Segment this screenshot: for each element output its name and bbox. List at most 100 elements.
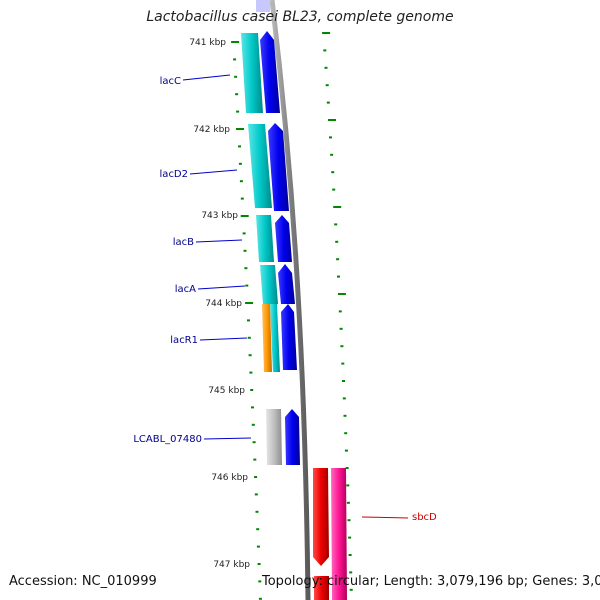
tick-mark [341,362,345,365]
tick-mark [343,414,347,417]
gene-label-lacD2[interactable]: lacD2 [160,169,188,180]
cog-feature-lacB [256,215,274,262]
tick-mark [322,32,331,34]
tick-mark [233,58,237,61]
tick-mark [258,597,262,600]
tick-mark [236,128,244,130]
gene-label-leader [189,169,238,175]
tick-mark [240,215,249,217]
cog-feature-sbcD [331,468,347,600]
tick-mark [346,484,350,487]
tick-mark [340,345,344,348]
tick-mark [239,180,243,183]
accession-label: Accession: NC_010999 [9,574,157,589]
cds-forward-track [260,31,300,465]
tick-mark [325,84,329,87]
gene-label-leader [199,337,248,341]
tick-mark [335,240,339,243]
tick-mark [251,423,255,426]
tick-mark [253,458,257,461]
tick-mark [347,519,351,522]
tick-mark [323,49,327,52]
tick-label: 746 kbp [211,473,248,483]
tick-mark [334,223,338,226]
genome-backbone [269,0,311,600]
cog-ring [241,33,347,600]
tick-mark [349,571,353,574]
tick-mark [342,380,345,382]
tick-mark [328,119,336,121]
cog-feature-lacR1 [262,304,272,372]
tick-mark [329,136,332,139]
cog-feature-lacA [260,265,278,304]
tick-mark [254,476,258,478]
gene-label-LCABL_07480[interactable]: LCABL_07480 [133,434,202,445]
tick-mark [344,432,348,435]
tick-mark [238,162,242,165]
gene-label-leader [197,285,246,290]
cds-arrow-lacA [278,264,295,304]
cds-reverse-track [313,468,329,600]
tick-mark [348,554,352,556]
tick-mark [254,493,258,496]
gene-label-lacR1[interactable]: lacR1 [170,335,198,346]
gene-label-leader [195,239,243,243]
cog-feature-lacD2 [248,124,272,208]
tick-label: 742 kbp [193,125,230,135]
tick-mark [236,110,240,113]
tick-mark [332,188,336,191]
cds-arrow-partial [256,0,270,12]
tick-mark [344,449,348,452]
topology-label: Topology: circular; Length: 3,079,196 bp… [262,574,600,589]
cds-arrow-sbcD-next [314,576,329,600]
tick-mark [248,354,252,357]
gene-label-lacA[interactable]: lacA [175,284,196,295]
tick-mark [247,319,250,322]
gene-label-leader [182,74,231,81]
cog-feature-LCABL_07480 [266,409,282,465]
gene-label-lacC[interactable]: lacC [160,76,181,87]
tick-mark [326,101,330,104]
tick-mark [336,258,340,261]
tick-mark [337,275,340,278]
tick-mark [338,310,342,313]
tick-label: 743 kbp [201,211,238,221]
cds-arrow-lacR1 [281,304,297,370]
tick-mark [245,284,249,287]
tick-mark [330,153,334,156]
gene-label-lacB[interactable]: lacB [173,237,194,248]
gene-label-sbcD[interactable]: sbcD [412,512,437,523]
tick-mark [349,588,353,591]
gene-label-leader [361,516,409,519]
tick-label: 744 kbp [205,299,242,309]
tick-mark [250,389,254,391]
tick-mark [247,336,251,339]
tick-mark [242,232,246,235]
tick-mark [235,93,239,96]
tick-ring-outer [322,32,353,591]
tick-mark [258,580,262,583]
gene-labels: lacC lacD2 lacB lacA lacR1 LCABL_07480 s… [133,74,437,523]
tick-mark [256,528,260,531]
tick-mark [337,293,346,295]
tick-mark [333,206,342,208]
cds-arrow-LCABL_07480 [285,409,300,465]
tick-mark [244,267,248,270]
cog-feature-lacC [241,33,263,113]
tick-mark [257,563,261,565]
tick-mark [245,302,254,304]
tick-mark [345,467,349,469]
tick-mark [348,536,352,539]
tick-mark [256,545,260,548]
tick-mark [331,171,335,174]
tick-mark [251,406,254,409]
tick-label: 747 kbp [213,560,250,570]
tick-mark [249,371,253,374]
tick-mark [255,510,259,513]
tick-mark [339,327,343,330]
cds-arrow-lacC [260,31,280,113]
gene-label-leader [203,437,252,440]
tick-mark [324,66,328,69]
tick-mark [238,145,241,148]
